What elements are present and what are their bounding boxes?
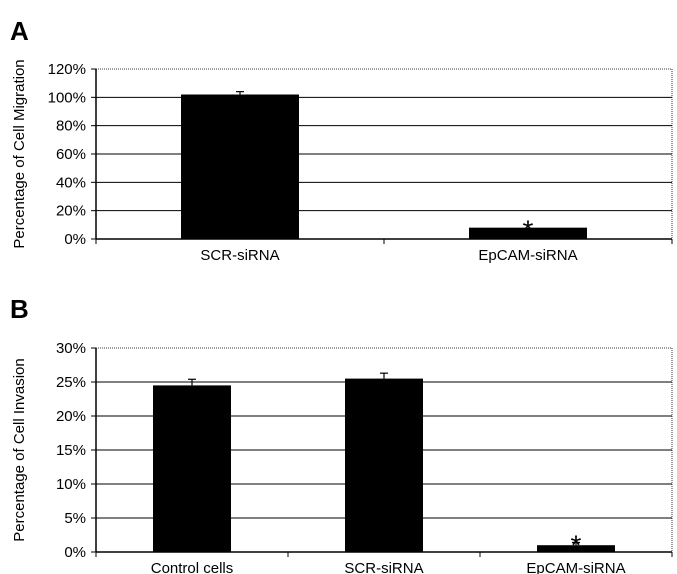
x-category-label: SCR-siRNA — [344, 560, 423, 574]
x-category-label: EpCAM-siRNA — [526, 560, 625, 574]
bar-epcam-sirna — [469, 227, 587, 239]
y-tick-label: 120% — [48, 61, 86, 78]
chart-panel-b: 0% 5% 10% 15% 20% 25% 30% Percentage of Cell In… — [11, 340, 673, 574]
y-tick-label: 20% — [56, 203, 86, 220]
y-tick-label: 60% — [56, 146, 86, 163]
y-tick-label: 30% — [56, 340, 86, 357]
bar-epcam-sirna — [537, 545, 615, 552]
significance-asterisk: * — [571, 529, 582, 560]
x-category-label: Control cells — [151, 560, 234, 574]
y-tick-label: 0% — [64, 544, 86, 561]
y-axis-label: Percentage of Cell Invasion — [11, 358, 28, 541]
y-axis-label: Percentage of Cell Migration — [11, 59, 28, 248]
y-tick-label: 100% — [48, 89, 86, 106]
y-tick-label: 25% — [56, 374, 86, 391]
panel-b-letter: B — [10, 294, 29, 324]
y-tick-label: 0% — [64, 231, 86, 248]
bar-scr-sirna — [181, 94, 299, 239]
y-tick-label: 10% — [56, 476, 86, 493]
chart-panel-a: 0% 20% 40% 60% 80% 100% 120% Percentage of Cell… — [11, 59, 673, 264]
significance-asterisk: * — [523, 215, 534, 246]
y-tick-label: 20% — [56, 408, 86, 425]
y-tick-label: 5% — [64, 510, 86, 527]
bar-control-cells — [153, 385, 231, 552]
y-tick-label: 15% — [56, 442, 86, 459]
bar-scr-sirna — [345, 378, 423, 552]
x-category-label: EpCAM-siRNA — [478, 247, 577, 264]
panel-a-letter: A — [10, 16, 29, 46]
y-tick-label: 80% — [56, 118, 86, 135]
y-tick-label: 40% — [56, 174, 86, 191]
x-category-label: SCR-siRNA — [200, 247, 279, 264]
